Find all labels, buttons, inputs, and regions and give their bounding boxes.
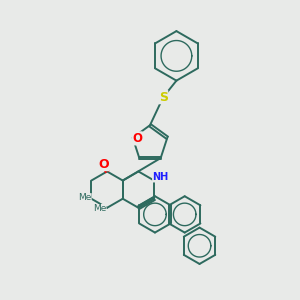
Text: Me: Me bbox=[78, 193, 92, 202]
Text: O: O bbox=[132, 132, 142, 145]
Text: S: S bbox=[159, 91, 168, 104]
Text: O: O bbox=[98, 158, 109, 170]
Text: NH: NH bbox=[153, 172, 169, 182]
Text: Me: Me bbox=[93, 204, 106, 213]
